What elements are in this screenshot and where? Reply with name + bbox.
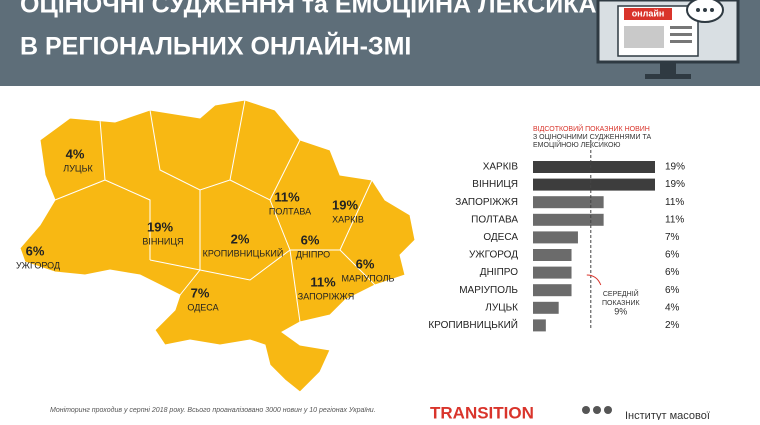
average-label: ПОКАЗНИК: [602, 300, 640, 307]
map-borders: [54, 99, 376, 323]
map-city: ДНІПРО: [296, 249, 330, 259]
value-label: 19%: [665, 162, 685, 173]
category-label: ЗАПОРІЖЖЯ: [455, 197, 518, 208]
category-label: ВІННИЦЯ: [472, 179, 518, 190]
value-label: 7%: [665, 232, 680, 243]
icon-label: онлайн: [632, 8, 665, 18]
logo-dots: [582, 406, 612, 414]
category-label: ХАРКІВ: [483, 162, 519, 173]
map-percent: 6%: [356, 256, 375, 271]
footer-note: Моніторинг проходив у серпні 2018 року. …: [50, 406, 376, 414]
value-label: 4%: [665, 302, 680, 313]
map-percent: 6%: [301, 232, 320, 247]
map-city: ЗАПОРІЖЖЯ: [298, 291, 354, 301]
category-label: ОДЕСА: [483, 232, 518, 243]
value-label: 6%: [665, 285, 680, 296]
bar: [533, 266, 572, 279]
chart-title: ВІДСОТКОВИЙ ПОКАЗНИК НОВИН: [533, 124, 650, 133]
bar: [533, 178, 655, 191]
chart-title: ЕМОЦІЙНОЮ ЛЕКСИКОЮ: [533, 140, 620, 149]
category-label: МАРІУПОЛЬ: [459, 285, 518, 296]
category-label: ПОЛТАВА: [471, 214, 518, 225]
title-line1: ОЦІНОЧНІ СУДЖЕННЯ та ЕМОЦІЙНА ЛЕКСИКА: [20, 0, 597, 19]
map-city: ВІННИЦЯ: [142, 236, 183, 246]
category-label: ЛУЦЬК: [485, 302, 518, 313]
map-percent: 11%: [274, 189, 300, 204]
map-labels: 4% ЛУЦЬК 6% УЖГОРОД 19% ВІННИЦЯ 2%КРОПИВНИЦЬКИ…: [16, 146, 395, 312]
value-label: 11%: [665, 197, 684, 208]
map-percent: 4%: [66, 146, 85, 161]
chart-title: З ОЦІНОЧНИМИ СУДЖЕННЯМИ ТА: [533, 134, 651, 141]
value-label: 6%: [665, 267, 680, 278]
map-city: ПОЛТАВА: [269, 206, 311, 216]
bar: [533, 249, 572, 261]
value-label: 11%: [665, 214, 684, 225]
value-label: 19%: [665, 179, 685, 190]
bar: [533, 319, 546, 332]
online-icon: онлайн: [596, 0, 740, 79]
map-city: ХАРКІВ: [332, 214, 364, 224]
map-city: УЖГОРОД: [16, 260, 60, 270]
value-label: 6%: [665, 250, 680, 261]
bar: [533, 231, 578, 244]
category-label: УЖГОРОД: [469, 250, 518, 261]
bar: [533, 196, 604, 209]
bar: [533, 284, 572, 297]
average-pointer: [586, 274, 602, 286]
map-percent: 11%: [310, 274, 336, 289]
average-label: 9%: [614, 306, 627, 316]
map-city: МАРІУПОЛЬ: [342, 273, 395, 283]
map-city: ЛУЦЬК: [63, 163, 93, 173]
map-percent: 19%: [147, 219, 173, 234]
map-percent: 19%: [332, 197, 358, 212]
footer-logo1: TRANSITION: [430, 403, 534, 420]
bar: [533, 301, 559, 314]
footer-logo2: Інститут масової: [625, 410, 710, 420]
map-percent: 2%: [231, 231, 250, 246]
bar: [533, 213, 604, 226]
average-label: СЕРЕДНІЙ: [603, 289, 639, 298]
map-city: КРОПИВНИЦЬКИЙ: [203, 247, 284, 258]
value-label: 2%: [665, 320, 680, 331]
map-percent: 6%: [26, 243, 45, 258]
map-ukraine: [19, 99, 416, 393]
title-line2: В РЕГІОНАЛЬНИХ ОНЛАЙН-ЗМІ: [20, 31, 411, 61]
map-percent: 7%: [191, 285, 210, 300]
bar: [533, 161, 655, 173]
category-label: КРОПИВНИЦЬКИЙ: [428, 318, 518, 331]
category-label: ДНІПРО: [480, 267, 518, 278]
map-city: ОДЕСА: [187, 302, 218, 312]
